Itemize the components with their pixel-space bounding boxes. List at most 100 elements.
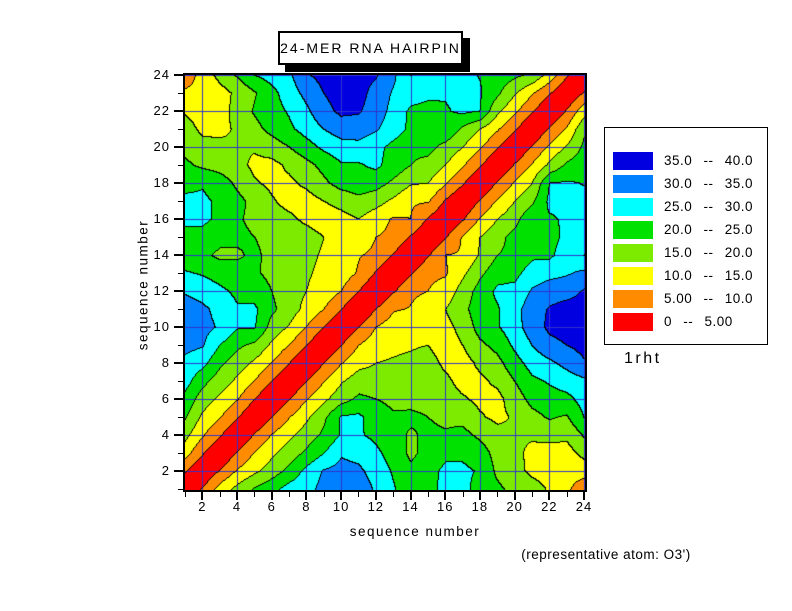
plot-title-box: 24-MER RNA HAIRPIN [278, 31, 463, 65]
x-tick-label: 20 [506, 499, 523, 514]
x-minor-tick [219, 492, 221, 497]
legend-swatch [613, 151, 653, 170]
x-tick-label: 8 [302, 499, 311, 514]
y-major-tick [174, 110, 183, 112]
y-major-tick [174, 218, 183, 220]
y-tick-label: 24 [153, 67, 170, 82]
plot-title: 24-MER RNA HAIRPIN [280, 40, 461, 56]
y-minor-tick [178, 416, 183, 418]
legend-swatch [613, 243, 653, 262]
legend: 35.0 -- 40.0 30.0 -- 35.0 25.0 -- 30.0 20.0… [604, 127, 768, 345]
legend-label: 20.0 -- 25.0 [664, 222, 754, 237]
x-tick-label: 18 [471, 499, 489, 514]
x-major-tick [548, 492, 551, 500]
legend-swatch [613, 312, 653, 331]
x-major-tick [236, 492, 239, 500]
x-tick-label: 10 [332, 499, 350, 514]
x-minor-tick [184, 492, 186, 497]
x-major-tick [478, 492, 481, 500]
legend-swatch [613, 289, 653, 308]
y-tick-label: 2 [161, 463, 170, 478]
legend-entry: 35.0 -- 40.0 [605, 149, 767, 172]
y-tick-label: 12 [153, 283, 170, 298]
y-minor-tick [178, 236, 183, 238]
y-major-tick [174, 434, 183, 436]
x-major-tick [583, 492, 585, 500]
y-tick-label: 16 [153, 211, 170, 226]
x-major-tick [201, 492, 204, 500]
x-minor-tick [323, 492, 325, 497]
legend-label: 35.0 -- 40.0 [664, 153, 754, 168]
y-major-tick [174, 470, 183, 472]
x-minor-tick [427, 492, 429, 497]
x-tick-label: 12 [367, 499, 385, 514]
y-minor-tick [178, 272, 183, 274]
x-minor-tick [392, 492, 394, 497]
y-minor-tick [178, 128, 183, 130]
x-major-tick [444, 492, 447, 500]
x-tick-label: 24 [575, 499, 593, 514]
contour-heatmap [185, 75, 585, 490]
x-minor-tick [288, 492, 290, 497]
legend-swatch [613, 197, 653, 216]
x-major-tick [513, 492, 516, 500]
y-tick-label: 20 [153, 139, 170, 154]
y-tick-label: 6 [161, 391, 170, 406]
x-tick-label: 22 [541, 499, 558, 514]
y-major-tick [174, 74, 183, 76]
y-minor-tick [178, 488, 183, 490]
y-minor-tick [178, 200, 183, 202]
x-tick-label: 4 [232, 499, 242, 514]
y-minor-tick [178, 380, 183, 382]
plot-area [183, 73, 587, 492]
y-minor-tick [178, 164, 183, 166]
x-minor-tick [357, 492, 359, 497]
y-major-tick [174, 254, 183, 256]
legend-entry: 15.0 -- 20.0 [605, 241, 767, 264]
y-tick-label: 4 [161, 427, 170, 442]
legend-swatch [613, 174, 653, 193]
x-minor-tick [496, 492, 498, 497]
y-axis-title: sequence number [135, 219, 151, 351]
legend-label: 15.0 -- 20.0 [664, 245, 754, 260]
legend-label: 25.0 -- 30.0 [664, 199, 754, 214]
y-major-tick [174, 290, 183, 292]
x-axis-title: sequence number [349, 524, 481, 539]
legend-swatch [613, 220, 653, 239]
y-tick-label: 14 [153, 247, 170, 262]
structure-id-label: 1rht [624, 350, 662, 367]
y-tick-label: 10 [153, 319, 170, 334]
x-major-tick [374, 492, 377, 500]
x-minor-tick [462, 492, 464, 497]
x-major-tick [409, 492, 412, 500]
x-tick-label: 16 [436, 499, 454, 514]
legend-label: 10.0 -- 15.0 [664, 268, 754, 283]
x-minor-tick [531, 492, 533, 497]
x-tick-label: 6 [267, 499, 276, 514]
legend-entry: 25.0 -- 30.0 [605, 195, 767, 218]
x-tick-label: 2 [198, 499, 207, 514]
y-minor-tick [178, 308, 183, 310]
legend-entry: 30.0 -- 35.0 [605, 172, 767, 195]
y-tick-label: 8 [161, 355, 170, 370]
y-major-tick [174, 182, 183, 184]
legend-entry: 5.00 -- 10.0 [605, 287, 767, 310]
legend-entry: 0 -- 5.00 [605, 310, 767, 333]
x-minor-tick [253, 492, 255, 497]
x-major-tick [270, 492, 273, 500]
legend-entry: 20.0 -- 25.0 [605, 218, 767, 241]
y-minor-tick [178, 344, 183, 346]
x-tick-label: 14 [402, 499, 419, 514]
x-major-tick [340, 492, 343, 500]
x-minor-tick [566, 492, 568, 497]
legend-label: 0 -- 5.00 [664, 314, 733, 329]
y-minor-tick [178, 452, 183, 454]
y-tick-label: 22 [153, 103, 170, 118]
legend-entry: 10.0 -- 15.0 [605, 264, 767, 287]
y-major-tick [174, 326, 183, 328]
y-major-tick [174, 398, 183, 400]
x-major-tick [305, 492, 308, 500]
y-major-tick [174, 146, 183, 148]
y-major-tick [174, 362, 183, 364]
